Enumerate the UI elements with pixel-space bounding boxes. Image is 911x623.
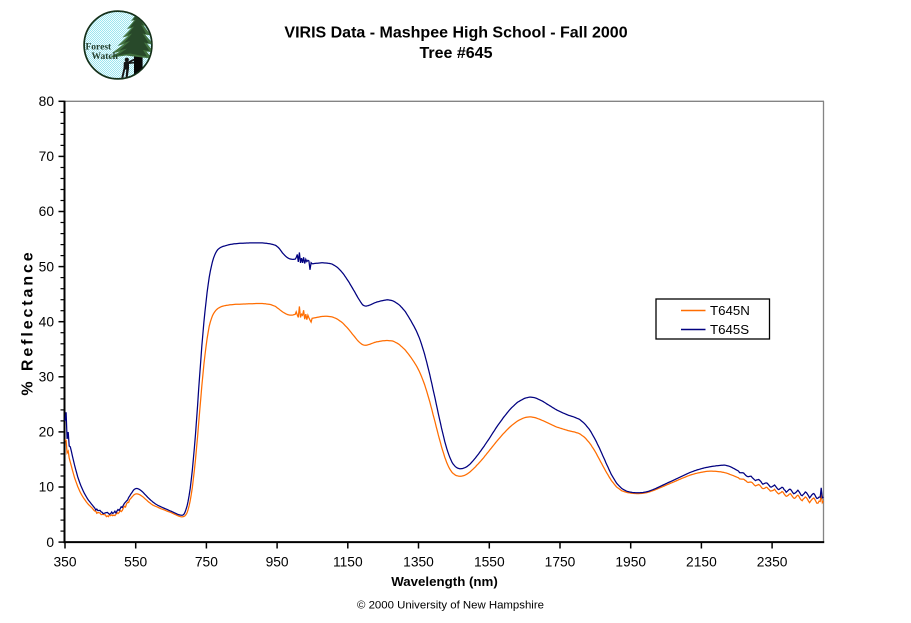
svg-text:1950: 1950 [615,555,646,570]
svg-text:T645N: T645N [710,303,750,318]
svg-text:60: 60 [39,204,55,219]
svg-text:0: 0 [46,535,54,550]
svg-text:1750: 1750 [545,555,576,570]
svg-text:40: 40 [39,314,55,329]
svg-text:950: 950 [266,555,289,570]
svg-text:2350: 2350 [757,555,788,570]
svg-text:550: 550 [124,555,147,570]
svg-text:50: 50 [39,259,55,274]
svg-text:Tree #645: Tree #645 [420,45,493,62]
svg-text:1150: 1150 [333,555,363,570]
svg-text:1550: 1550 [474,555,505,570]
svg-text:© 2000 University of New Hamps: © 2000 University of New Hampshire [357,600,544,612]
svg-text:VIRIS Data - Mashpee High Scho: VIRIS Data - Mashpee High School - Fall … [284,25,627,42]
svg-text:Wavelength (nm): Wavelength (nm) [391,574,498,589]
svg-text:10: 10 [39,480,55,495]
svg-text:70: 70 [39,149,55,164]
svg-text:2150: 2150 [686,555,717,570]
svg-text:750: 750 [195,555,218,570]
svg-text:20: 20 [39,425,55,440]
svg-text:% Reflectance: % Reflectance [20,249,37,395]
svg-text:T645S: T645S [710,322,749,337]
svg-text:30: 30 [39,370,55,385]
svg-text:1350: 1350 [403,555,434,570]
svg-text:80: 80 [39,94,55,109]
svg-text:Watch: Watch [92,52,119,62]
svg-text:Forest: Forest [86,43,113,53]
svg-text:350: 350 [53,555,76,570]
